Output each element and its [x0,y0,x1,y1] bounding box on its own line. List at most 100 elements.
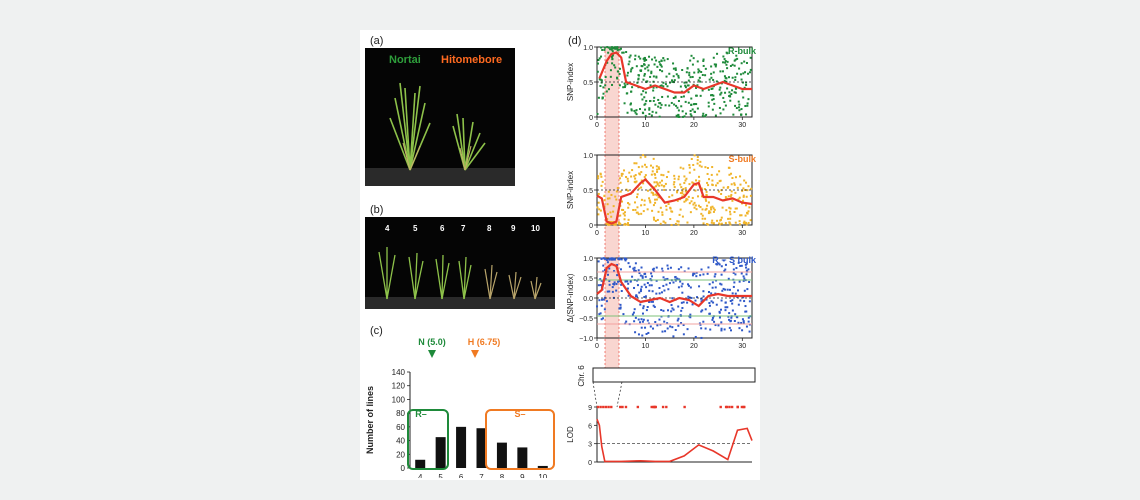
data-point [641,275,644,278]
data-point [619,268,622,271]
data-point [683,175,686,178]
data-point [598,208,601,211]
data-point [652,75,655,78]
data-point [678,213,681,216]
data-point [713,208,716,211]
data-point [661,270,664,273]
data-point [658,184,661,187]
data-point [634,58,637,61]
data-point [724,61,727,64]
data-point [656,324,659,327]
data-point [711,316,714,319]
data-point [705,113,708,116]
data-point [650,272,653,275]
data-point [707,223,710,226]
data-point [672,183,675,186]
data-point [667,288,670,291]
data-point [608,267,611,270]
data-point [642,57,645,60]
data-point [620,174,623,177]
data-point [618,67,621,70]
data-point [743,300,746,303]
data-point [728,91,731,94]
data-point [734,176,737,179]
data-point [698,76,701,79]
data-point [627,218,630,221]
data-point [710,65,713,68]
data-point [685,177,688,180]
data-point [694,204,697,207]
data-point [664,221,667,224]
data-point [637,213,640,216]
data-point [728,206,731,209]
data-point [638,272,641,275]
data-point [680,266,683,269]
data-point [682,188,685,191]
data-point [734,207,737,210]
data-point [619,190,622,193]
data-point [712,71,715,74]
data-point [702,295,705,298]
data-point [637,55,640,58]
data-point [635,65,638,68]
data-point [704,327,707,330]
data-point [642,318,645,321]
data-point [625,92,628,95]
data-point [697,195,700,198]
marker-dot [736,405,739,409]
data-point [627,262,630,265]
data-point [629,280,632,283]
data-point [744,305,747,308]
data-point [696,60,699,63]
data-point [677,175,680,178]
data-point [695,94,698,97]
data-point [716,182,719,185]
data-point [721,289,724,292]
data-point [713,320,716,323]
data-point [648,113,651,116]
data-point [687,284,690,287]
data-point [740,214,743,217]
data-point [649,99,652,102]
data-point [659,106,662,109]
data-point [633,180,636,183]
data-point [600,279,603,282]
data-point [698,164,701,167]
data-point [623,211,626,214]
data-point [671,80,674,83]
data-point [747,98,750,101]
data-point [718,222,721,225]
data-point [673,177,676,180]
data-point [598,299,601,302]
data-point [632,311,635,314]
data-point [655,185,658,188]
data-point [718,170,721,173]
data-point [673,174,676,177]
data-point [739,175,742,178]
data-point [618,73,621,76]
data-point [634,262,637,265]
data-point [633,266,636,269]
data-point [627,189,630,192]
data-point [699,160,702,163]
data-point [606,61,609,64]
data-point [668,282,671,285]
data-point [683,182,686,185]
data-point [596,70,599,73]
data-point [694,189,697,192]
data-point [649,278,652,281]
data-point [661,267,664,270]
data-point [641,165,644,168]
data-point [714,286,717,289]
data-point [712,94,715,97]
data-point [745,223,748,226]
data-point [612,205,615,208]
data-point [598,78,601,81]
data-point [639,274,642,277]
panel-b-label: (b) [370,204,384,216]
data-point [615,282,618,285]
data-point [634,174,637,177]
data-point [728,312,731,315]
data-point [611,46,614,49]
data-point [617,258,620,261]
